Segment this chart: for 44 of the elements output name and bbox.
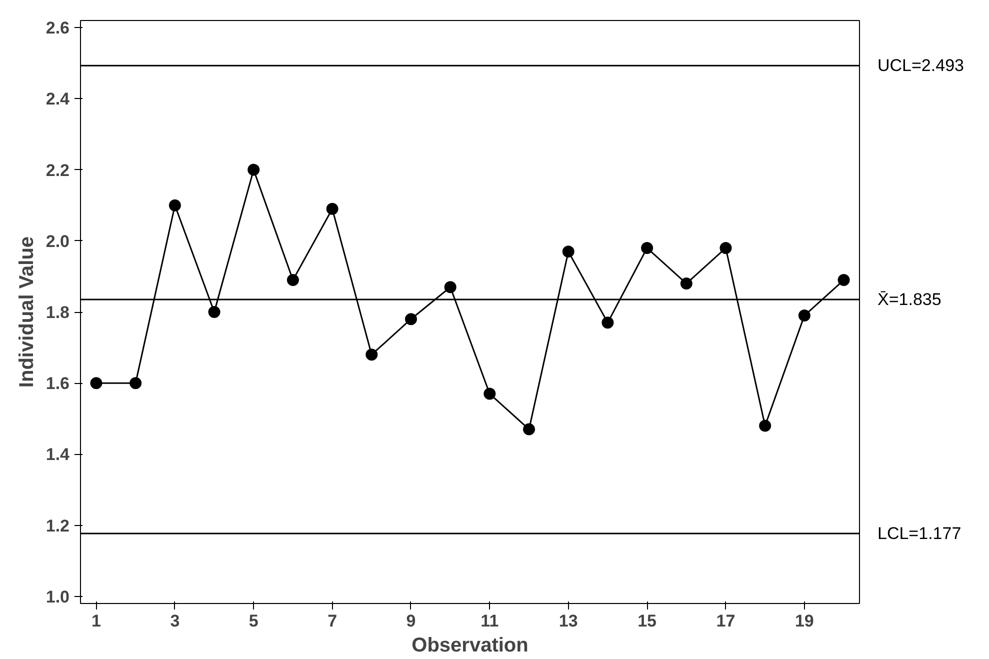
point (641, 242, 654, 254)
y-tick-label: 1.0 (46, 587, 70, 606)
ref-line-label: LCL=1.177 (878, 524, 962, 543)
point (366, 348, 378, 361)
ref-line-label: X̄=1.835 (878, 290, 942, 310)
x-tick-label: 1 (92, 612, 101, 630)
y-tick-label: 2.2 (46, 160, 70, 180)
x-tick-label: 19 (794, 612, 814, 630)
point (326, 202, 338, 215)
point (680, 278, 692, 290)
ref-line-label: UCL=2.493 (878, 56, 964, 76)
point (90, 377, 102, 390)
point (602, 316, 614, 329)
x-tick-label: 3 (170, 612, 180, 630)
x-tick-label: 17 (716, 612, 736, 630)
point (798, 310, 810, 322)
y-tick-label: 1.4 (46, 445, 70, 464)
y-tick-label: 1.6 (46, 374, 70, 394)
point (444, 281, 456, 294)
point (286, 274, 299, 286)
point (838, 274, 850, 286)
y-tick-label: 2.4 (46, 90, 70, 109)
x-tick-label: 11 (480, 612, 499, 630)
x-tick-label: 15 (638, 612, 657, 630)
y-tick-label: 2.6 (46, 18, 70, 38)
x-tick-label: 13 (558, 612, 578, 630)
point (759, 420, 772, 432)
x-tick-label: 9 (406, 612, 416, 630)
point (720, 242, 732, 254)
y-tick-label: 2.0 (46, 232, 70, 251)
point (208, 306, 220, 318)
point (130, 377, 142, 390)
x-tick-label: 7 (328, 612, 338, 630)
point (404, 313, 417, 326)
x-axis-title: Observation (412, 634, 528, 656)
x-tick-label: 5 (248, 612, 258, 630)
point (248, 164, 260, 176)
point (168, 199, 181, 212)
point (562, 246, 574, 258)
point (523, 423, 536, 436)
y-axis-title: Individual Value (16, 236, 38, 388)
y-tick-label: 1.8 (46, 303, 70, 322)
point (484, 388, 496, 400)
y-tick-label: 1.2 (46, 516, 70, 536)
